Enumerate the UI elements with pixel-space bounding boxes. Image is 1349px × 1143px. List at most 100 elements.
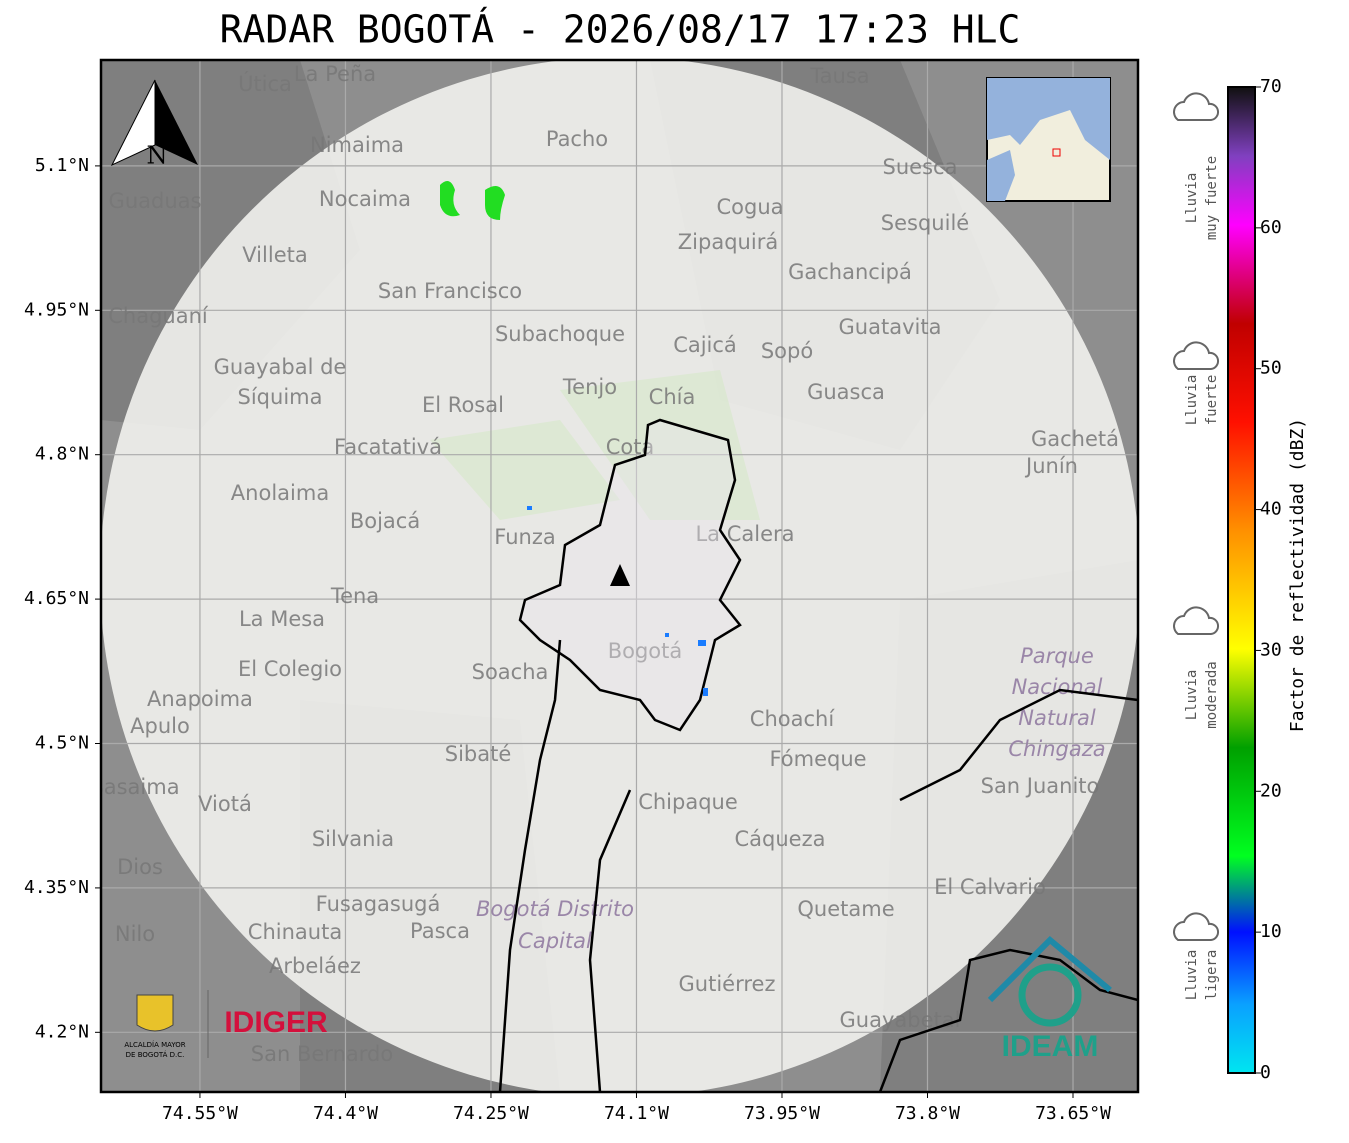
lat-tick-label: 4.2°N (35, 1021, 89, 1042)
place-label: Funza (494, 525, 555, 549)
grid (101, 60, 1138, 1092)
weather-icon (1173, 912, 1220, 941)
weather-icon (1173, 606, 1220, 635)
place-label: Sopó (761, 339, 813, 363)
colorbar-tick-label: 50 (1260, 358, 1282, 379)
place-label: Junín (1024, 454, 1078, 478)
area-label: Nacional (1012, 675, 1103, 699)
place-label: San Juanito (981, 774, 1100, 798)
lat-tick-label: 4.65°N (24, 588, 89, 609)
place-label: Anapoima (147, 687, 253, 711)
plot-frame (99, 58, 1140, 1094)
lon-tick-label: 73.95°W (744, 1103, 820, 1124)
area-label: Parque (1020, 644, 1094, 668)
ideam-swirl (1018, 963, 1082, 1027)
lat-tick-label: 4.8°N (35, 444, 89, 465)
place-label: Sesquilé (881, 211, 969, 235)
logos: ALCALDÍA MAYOR DE BOGOTÁ D.C. IDIGER IDE… (124, 935, 1112, 1063)
lon-tick-label: 73.65°W (1035, 1103, 1111, 1124)
place-label: Nimaima (310, 133, 404, 157)
north-label: N (147, 142, 168, 170)
weather-icon (1173, 92, 1220, 121)
colorbar-tick-label: 60 (1260, 217, 1282, 238)
place-label: San Bernardo (251, 1042, 393, 1066)
place-label: Sibaté (445, 742, 512, 766)
place-label: Choachí (750, 707, 836, 731)
rain-category: muy fuerte (1204, 156, 1220, 240)
place-label: Fusagasugá (316, 892, 441, 916)
rain-category: fuerte (1204, 375, 1220, 426)
place-label: La Peña (294, 62, 376, 86)
place-label: Chía (649, 385, 696, 409)
colorbar-tick-label: 0 (1260, 1062, 1271, 1083)
place-label: Cajicá (673, 333, 737, 357)
radar-location (610, 564, 630, 586)
place-label: Viotá (198, 792, 252, 816)
place-label: La Mesa (239, 607, 325, 631)
place-label: Guayabetal (840, 1008, 961, 1032)
place-label: Tena (330, 584, 379, 608)
place-label: Nocaima (319, 187, 411, 211)
idiger-logo: IDIGER (224, 1006, 328, 1039)
vegetation (430, 370, 760, 520)
lon-tick-label: 74.1°W (604, 1103, 669, 1124)
lat-tick-label: 4.95°N (24, 299, 89, 320)
place-label: Anolaima (231, 481, 329, 505)
weather-icon (1173, 341, 1220, 370)
place-label: Soacha (472, 660, 549, 684)
place-label: San Francisco (378, 279, 522, 303)
place-label: Pasca (410, 919, 470, 943)
place-label: Pacho (546, 127, 608, 151)
place-label: Apulo (130, 714, 190, 738)
colorbar-label: Factor de reflectividad (dBZ) (1287, 418, 1308, 732)
place-label: Facatativá (334, 435, 442, 459)
rain-category: Lluvia (1184, 173, 1200, 224)
place-label: El Calvario (934, 875, 1046, 899)
rain-category: Lluvia (1184, 950, 1200, 1001)
rain-category: Lluvia (1184, 670, 1200, 721)
place-label: El Colegio (238, 657, 342, 681)
colorbar-tick-label: 20 (1260, 780, 1282, 801)
place-label: Gachetá (1031, 427, 1119, 451)
area-label: Natural (1018, 706, 1096, 730)
lon-tick-label: 74.4°W (313, 1103, 378, 1124)
ideam-logo: IDEAM (1002, 1030, 1099, 1063)
place-label: Villeta (242, 243, 307, 267)
place-label: Chaguaní (108, 304, 209, 328)
lon-tick-label: 74.25°W (453, 1103, 529, 1124)
lat-tick-label: 4.35°N (24, 877, 89, 898)
alcaldia-line: ALCALDÍA MAYOR (124, 1040, 185, 1049)
place-label: Útica (238, 71, 292, 96)
place-label: Suesca (883, 155, 958, 179)
rain-category: Lluvia (1184, 375, 1200, 426)
place-label: Tenjo (562, 375, 617, 399)
colorbar-tick-label: 70 (1260, 76, 1282, 97)
place-label: Fómeque (769, 747, 866, 771)
lat-tick-label: 4.5°N (35, 733, 89, 754)
place-label: Chinauta (248, 920, 342, 944)
place-label: Tausa (809, 64, 869, 88)
title: RADAR BOGOTÁ - 2026/08/17 17:23 HLC (220, 8, 1021, 52)
colorbar-tick-label: 10 (1260, 921, 1282, 942)
colorbar-tick-label: 30 (1260, 639, 1282, 660)
place-label: Bojacá (350, 509, 420, 533)
area-label: Capital (518, 929, 592, 953)
place-label: Gutiérrez (679, 972, 776, 996)
lat-tick-label: 5.1°N (35, 155, 89, 176)
place-label: Quetame (797, 897, 894, 921)
colorbar-ticks: 0 10 20 30 40 50 60 70 (1255, 76, 1282, 1083)
place-label: Síquima (238, 385, 323, 409)
place-label: La Calera (695, 522, 794, 546)
rain-category: moderada (1204, 661, 1220, 728)
ideam-roof (987, 935, 1112, 1003)
boundary-lines (498, 639, 1138, 1092)
lon-tick-label: 73.8°W (895, 1103, 960, 1124)
area-label: Chingaza (1008, 737, 1105, 761)
colorbar-tick-label: 40 (1260, 499, 1282, 520)
place-label: Guasca (807, 380, 885, 404)
place-label: El Rosal (422, 393, 504, 417)
place-label: Bogotá (608, 639, 683, 663)
